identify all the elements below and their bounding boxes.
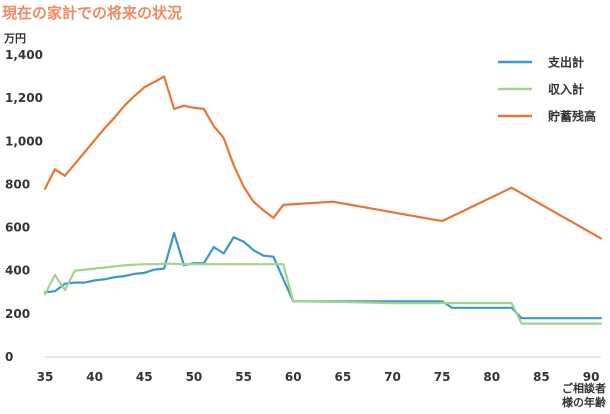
y-tick-label: 400 xyxy=(5,264,30,278)
chart-title: 現在の家計での将来の状況 xyxy=(2,4,183,22)
x-axis-label: ご相談者 様の年齢 xyxy=(562,382,606,409)
legend-label-1: 収入計 xyxy=(548,82,584,97)
x-tick-label: 60 xyxy=(285,370,302,384)
series-line-2 xyxy=(43,75,603,240)
y-tick-label: 1,000 xyxy=(5,134,43,148)
x-tick-label: 65 xyxy=(335,370,352,384)
series-layer xyxy=(43,75,603,325)
x-tick-label: 80 xyxy=(483,370,500,384)
y-tick-label: 1,400 xyxy=(5,48,43,62)
x-tick-label: 90 xyxy=(583,370,600,384)
legend-label-2: 貯蓄残高 xyxy=(548,109,596,124)
x-tick-label: 55 xyxy=(235,370,252,384)
x-tick-label: 85 xyxy=(533,370,550,384)
x-tick-label: 75 xyxy=(434,370,451,384)
y-tick-label: 800 xyxy=(5,177,30,191)
series-line-1 xyxy=(43,262,603,325)
y-tick-label: 200 xyxy=(5,307,30,321)
x-tick-label: 50 xyxy=(186,370,203,384)
legend-label-0: 支出計 xyxy=(547,55,584,70)
y-tick-label: 600 xyxy=(5,221,30,235)
y-axis-unit-label: 万円 xyxy=(4,32,26,45)
x-tick-label: 40 xyxy=(86,370,103,384)
x-tick-label: 70 xyxy=(384,370,401,384)
x-tick-label: 35 xyxy=(37,370,54,384)
x-tick-label: 45 xyxy=(136,370,153,384)
series-line-0 xyxy=(43,231,603,320)
chart-axes: 0 200 400 600 800 1,000 1,200 1,400 35 40 45 50 55 60… xyxy=(5,48,601,384)
y-tick-label: 0 xyxy=(5,350,13,364)
y-tick-label: 1,200 xyxy=(5,91,43,105)
